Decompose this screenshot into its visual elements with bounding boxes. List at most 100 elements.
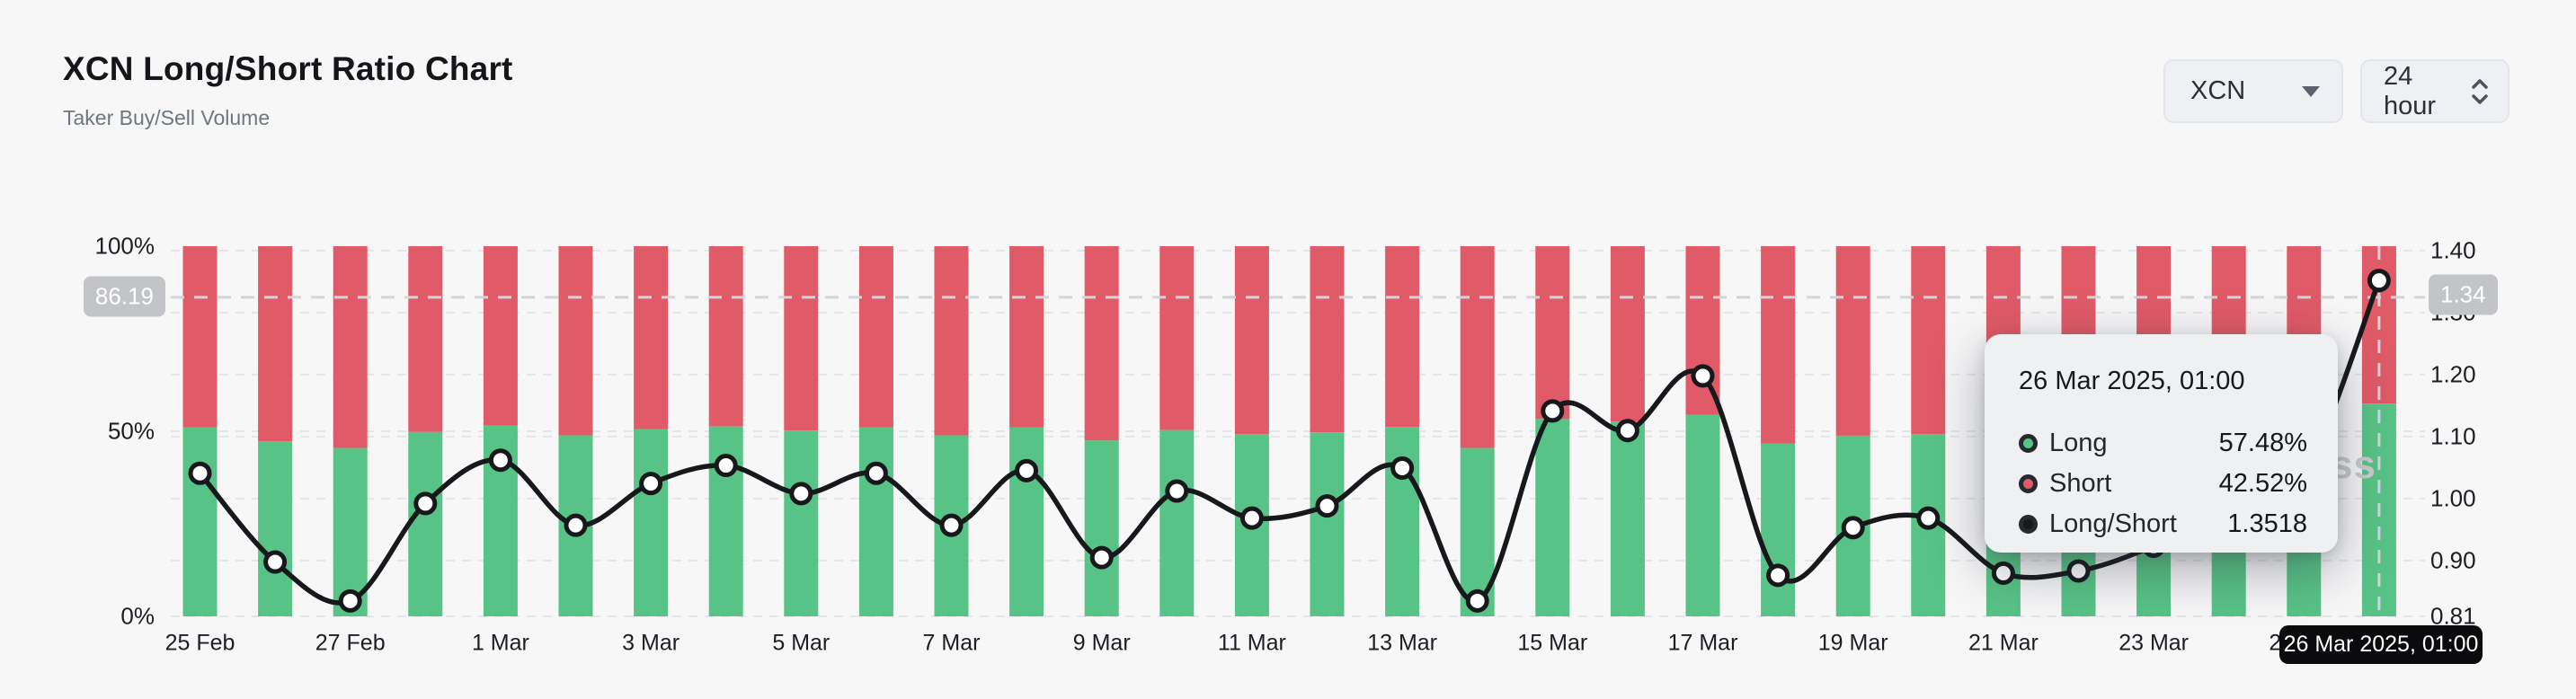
ratio-point[interactable] [1165,479,1189,503]
axis-tick-label: 5 Mar [772,630,831,656]
long-bar[interactable] [1535,419,1570,616]
ratio-point[interactable] [1991,561,2015,585]
ratio-point[interactable] [338,588,362,613]
tooltip-label: Long [2049,429,2108,457]
axis-tick-label: 23 Mar [2119,630,2189,656]
short-bar[interactable] [558,246,593,436]
caret-down-icon [2302,85,2320,97]
crosshair-date-badge: 26 Mar 2025, 01:00 [2279,625,2483,664]
ratio-point[interactable] [1239,506,1264,530]
chart-tooltip: 26 Mar 2025, 01:00 Long 57.48% Short 42.… [1985,334,2338,553]
long-bar[interactable] [1385,427,1420,616]
ratio-point[interactable] [1315,494,1339,518]
tooltip-value: 57.48% [2218,429,2307,457]
interval-select-value: 24 hour [2384,61,2437,120]
ratio-point[interactable] [1766,563,1790,588]
axis-tick-label: 100% [94,232,155,260]
short-bar[interactable] [1385,246,1420,428]
short-bar[interactable] [1835,246,1870,436]
axis-tick-label: 1.20 [2430,360,2476,388]
axis-tick-label: 19 Mar [1817,630,1888,656]
symbol-select[interactable]: XCN [2163,59,2343,123]
ratio-point[interactable] [1015,458,1039,482]
short-bar[interactable] [1610,246,1645,422]
short-bar[interactable] [1234,246,1269,435]
ratio-point[interactable] [1465,588,1489,613]
short-bar[interactable] [1009,246,1044,428]
short-bar[interactable] [1761,246,1796,444]
short-bar[interactable] [408,246,443,432]
short-bar[interactable] [182,246,218,428]
long-bar[interactable] [258,441,293,616]
tooltip-row-ratio: Long/Short 1.3518 [2019,504,2307,544]
short-bar[interactable] [1159,246,1195,430]
ratio-point[interactable] [2367,269,2391,293]
short-bar[interactable] [1535,246,1570,420]
ratio-point[interactable] [188,461,212,485]
long-bar[interactable] [182,427,218,616]
tooltip-row-long: Long 57.48% [2019,423,2307,464]
long-bar[interactable] [1685,414,1720,616]
tooltip-value: 1.3518 [2227,509,2307,538]
ratio-point[interactable] [488,448,512,473]
short-bar[interactable] [708,246,743,427]
long-bar[interactable] [408,431,443,616]
ratio-point[interactable] [413,491,438,516]
axis-tick-label: 0% [120,602,155,630]
axis-tick-label: 1.00 [2430,484,2476,512]
ratio-point[interactable] [864,461,888,485]
short-bar[interactable] [1685,246,1720,415]
axis-tick-label: 1 Mar [471,630,529,656]
short-bar[interactable] [1310,246,1345,433]
ratio-point[interactable] [564,513,588,537]
axis-tick-label: 50% [107,417,155,445]
long-bar[interactable] [1084,440,1119,616]
short-dot-icon [2019,474,2038,493]
tooltip-label: Short [2049,469,2112,498]
short-bar[interactable] [483,246,518,426]
long-bar[interactable] [1009,427,1044,616]
ratio-point[interactable] [939,513,964,537]
short-bar[interactable] [784,246,819,431]
ratio-point[interactable] [2066,559,2091,583]
ratio-point[interactable] [263,550,288,574]
axis-tick-label: 1.40 [2430,236,2476,264]
ratio-dot-icon [2019,515,2038,534]
page-subtitle: Taker Buy/Sell Volume [63,106,271,129]
short-bar[interactable] [1911,246,1946,435]
long-bar[interactable] [784,430,819,616]
short-bar[interactable] [1460,246,1495,448]
long-bar[interactable] [333,447,368,616]
crosshair-ratio-badge: 1.34 [2429,274,2498,315]
ratio-point[interactable] [1541,399,1565,423]
long-bar[interactable] [1159,429,1195,616]
tooltip-row-short: Short 42.52% [2019,464,2307,504]
axis-tick-label: 21 Mar [1968,630,2039,656]
ratio-point[interactable] [1089,545,1114,570]
short-bar[interactable] [258,246,293,442]
axis-tick-label: 1.10 [2430,422,2476,450]
ratio-point[interactable] [789,482,813,506]
ratio-point[interactable] [639,472,663,496]
axis-tick-label: 25 Feb [164,630,235,656]
short-bar[interactable] [1084,246,1119,441]
long-bar[interactable] [1761,443,1796,616]
ratio-point[interactable] [1691,364,1715,388]
long-bar[interactable] [1610,421,1645,616]
long-bar[interactable] [858,427,893,616]
long-dot-icon [2019,434,2038,453]
long-bar[interactable] [634,429,669,616]
ratio-point[interactable] [1615,419,1639,443]
ratio-point[interactable] [714,454,738,478]
short-bar[interactable] [634,246,669,429]
axis-tick-label: 7 Mar [922,630,981,656]
short-bar[interactable] [858,246,893,428]
short-bar[interactable] [333,246,368,448]
ratio-point[interactable] [1916,506,1941,530]
ratio-point[interactable] [1841,516,1865,540]
ratio-point[interactable] [1390,456,1415,480]
interval-select[interactable]: 24 hour [2360,59,2509,123]
short-bar[interactable] [934,246,969,436]
long-bar[interactable] [1310,432,1345,616]
axis-tick-label: 13 Mar [1367,630,1437,656]
